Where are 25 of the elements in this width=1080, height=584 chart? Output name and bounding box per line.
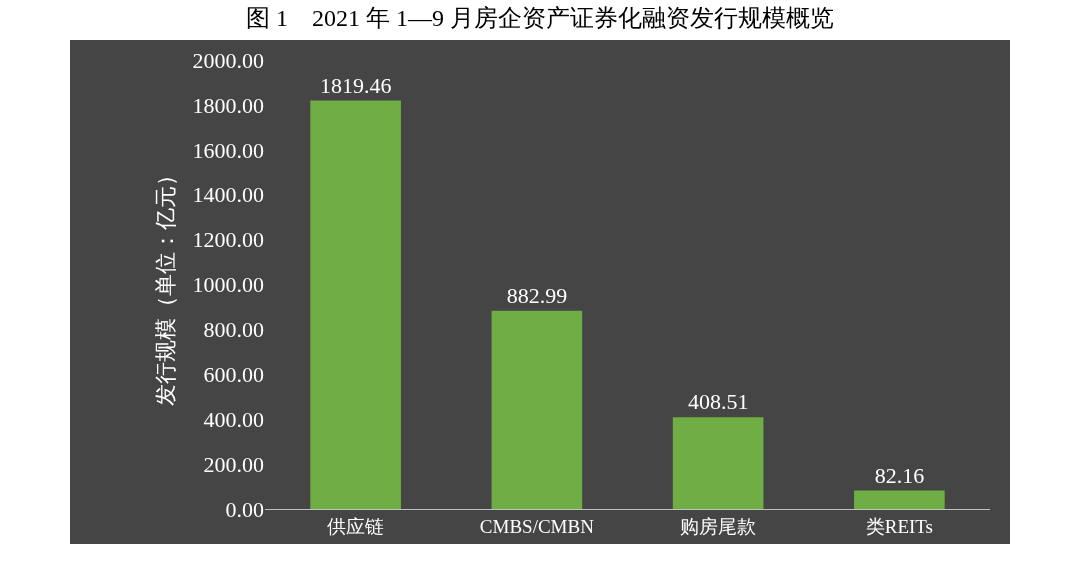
- bar: [672, 417, 764, 509]
- y-tick-label: 1800.00: [192, 92, 264, 118]
- chart-title: 图 1 2021 年 1—9 月房企资产证券化融资发行规模概览: [246, 5, 834, 32]
- y-tick-label: 2000.00: [192, 47, 264, 73]
- x-tick-label: 供应链: [327, 515, 385, 537]
- bar: [491, 310, 583, 509]
- x-tick-label: 类REITs: [865, 515, 934, 537]
- x-tick-label: CMBS/CMBN: [479, 515, 595, 537]
- y-tick-label: 400.00: [203, 406, 264, 432]
- x-tick-label: 购房尾款: [680, 515, 757, 537]
- y-tick-label: 1000.00: [192, 272, 264, 298]
- y-tick-label: 1600.00: [192, 137, 264, 163]
- y-tick-label: 1400.00: [192, 182, 264, 208]
- bar: [310, 100, 401, 509]
- y-tick-label: 200.00: [203, 451, 264, 477]
- y-tick-label: 1200.00: [192, 227, 264, 253]
- data-label: 408.51: [687, 389, 749, 415]
- data-label: 82.16: [874, 462, 925, 488]
- y-tick-label: 600.00: [203, 362, 264, 387]
- bar: [854, 490, 945, 509]
- y-axis-title: 发行规模（单位：亿元）: [153, 163, 179, 406]
- y-tick-label: 800.00: [203, 317, 264, 343]
- y-tick-label: 0.00: [225, 496, 264, 522]
- data-label: 1819.46: [319, 72, 392, 98]
- data-label: 882.99: [506, 282, 568, 308]
